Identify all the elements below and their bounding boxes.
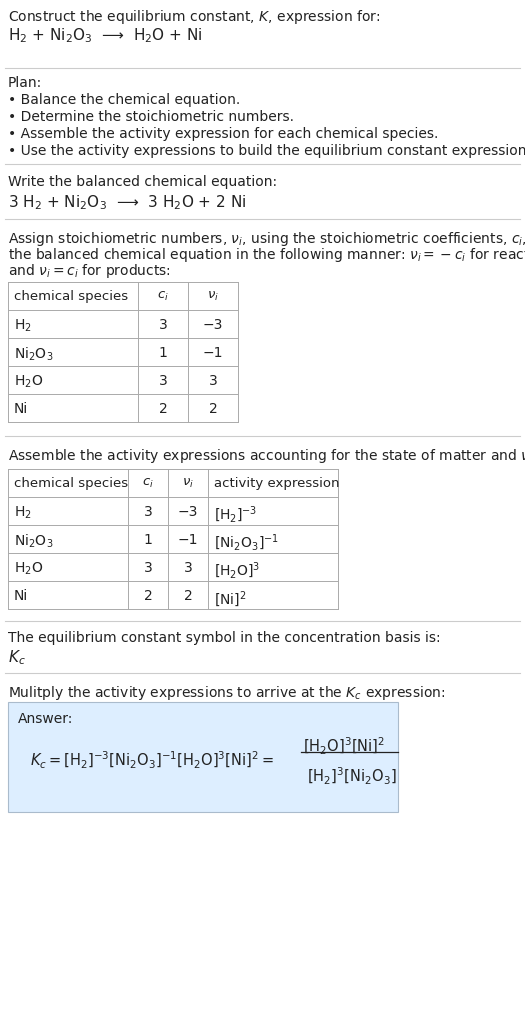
- Text: • Determine the stoichiometric numbers.: • Determine the stoichiometric numbers.: [8, 110, 294, 124]
- Text: Write the balanced chemical equation:: Write the balanced chemical equation:: [8, 175, 277, 189]
- Text: Mulitply the activity expressions to arrive at the $K_c$ expression:: Mulitply the activity expressions to arr…: [8, 684, 445, 702]
- Text: 3: 3: [208, 374, 217, 388]
- Text: Assign stoichiometric numbers, $\nu_i$, using the stoichiometric coefficients, $: Assign stoichiometric numbers, $\nu_i$, …: [8, 230, 525, 248]
- Text: chemical species: chemical species: [14, 477, 128, 490]
- Text: activity expression: activity expression: [214, 477, 340, 490]
- Text: The equilibrium constant symbol in the concentration basis is:: The equilibrium constant symbol in the c…: [8, 631, 440, 645]
- Text: Ni: Ni: [14, 402, 28, 416]
- Text: −3: −3: [203, 318, 223, 332]
- Text: Plan:: Plan:: [8, 76, 42, 90]
- Text: Ni$_2$O$_3$: Ni$_2$O$_3$: [14, 346, 54, 364]
- Text: [Ni]$^2$: [Ni]$^2$: [214, 589, 246, 609]
- Text: −1: −1: [203, 346, 223, 360]
- Text: [H$_2$O]$^3$: [H$_2$O]$^3$: [214, 561, 260, 582]
- Text: $c_i$: $c_i$: [142, 477, 154, 490]
- Text: 2: 2: [159, 402, 167, 416]
- Text: Answer:: Answer:: [18, 712, 74, 726]
- Text: Ni$_2$O$_3$: Ni$_2$O$_3$: [14, 533, 54, 550]
- Text: H$_2$ + Ni$_2$O$_3$  ⟶  H$_2$O + Ni: H$_2$ + Ni$_2$O$_3$ ⟶ H$_2$O + Ni: [8, 26, 203, 44]
- Text: Ni: Ni: [14, 589, 28, 603]
- Text: 3 H$_2$ + Ni$_2$O$_3$  ⟶  3 H$_2$O + 2 Ni: 3 H$_2$ + Ni$_2$O$_3$ ⟶ 3 H$_2$O + 2 Ni: [8, 193, 246, 212]
- Text: $\nu_i$: $\nu_i$: [182, 477, 194, 490]
- Text: 3: 3: [159, 318, 167, 332]
- Text: [Ni$_2$O$_3$]$^{-1}$: [Ni$_2$O$_3$]$^{-1}$: [214, 533, 279, 553]
- Text: 3: 3: [144, 505, 152, 519]
- Text: and $\nu_i = c_i$ for products:: and $\nu_i = c_i$ for products:: [8, 262, 171, 280]
- Text: Assemble the activity expressions accounting for the state of matter and $\nu_i$: Assemble the activity expressions accoun…: [8, 447, 525, 465]
- Text: • Balance the chemical equation.: • Balance the chemical equation.: [8, 93, 240, 107]
- Text: • Use the activity expressions to build the equilibrium constant expression.: • Use the activity expressions to build …: [8, 144, 525, 158]
- Text: chemical species: chemical species: [14, 290, 128, 303]
- Text: $K_c$: $K_c$: [8, 648, 26, 667]
- Text: −3: −3: [178, 505, 198, 519]
- Text: 2: 2: [144, 589, 152, 603]
- Text: 3: 3: [144, 561, 152, 575]
- Text: −1: −1: [178, 533, 198, 547]
- Text: 2: 2: [208, 402, 217, 416]
- Text: 3: 3: [184, 561, 192, 575]
- Text: $[\mathrm{H_2}]^3[\mathrm{Ni_2O_3}]$: $[\mathrm{H_2}]^3[\mathrm{Ni_2O_3}]$: [307, 766, 396, 787]
- Text: the balanced chemical equation in the following manner: $\nu_i = -c_i$ for react: the balanced chemical equation in the fo…: [8, 246, 525, 264]
- Text: 1: 1: [143, 533, 152, 547]
- Text: 1: 1: [159, 346, 167, 360]
- Text: 3: 3: [159, 374, 167, 388]
- Text: H$_2$: H$_2$: [14, 318, 32, 334]
- Text: • Assemble the activity expression for each chemical species.: • Assemble the activity expression for e…: [8, 127, 438, 141]
- Text: H$_2$O: H$_2$O: [14, 374, 43, 391]
- Text: Construct the equilibrium constant, $K$, expression for:: Construct the equilibrium constant, $K$,…: [8, 8, 381, 26]
- Text: $K_c = [\mathrm{H_2}]^{-3}[\mathrm{Ni_2O_3}]^{-1}[\mathrm{H_2O}]^{3}[\mathrm{Ni}: $K_c = [\mathrm{H_2}]^{-3}[\mathrm{Ni_2O…: [30, 750, 274, 771]
- Text: 2: 2: [184, 589, 192, 603]
- Text: $c_i$: $c_i$: [157, 290, 169, 303]
- Text: H$_2$O: H$_2$O: [14, 561, 43, 578]
- Text: [H$_2$]$^{-3}$: [H$_2$]$^{-3}$: [214, 505, 257, 525]
- Text: $\nu_i$: $\nu_i$: [207, 290, 219, 303]
- Text: H$_2$: H$_2$: [14, 505, 32, 521]
- Text: $[\mathrm{H_2O}]^3[\mathrm{Ni}]^2$: $[\mathrm{H_2O}]^3[\mathrm{Ni}]^2$: [303, 736, 385, 758]
